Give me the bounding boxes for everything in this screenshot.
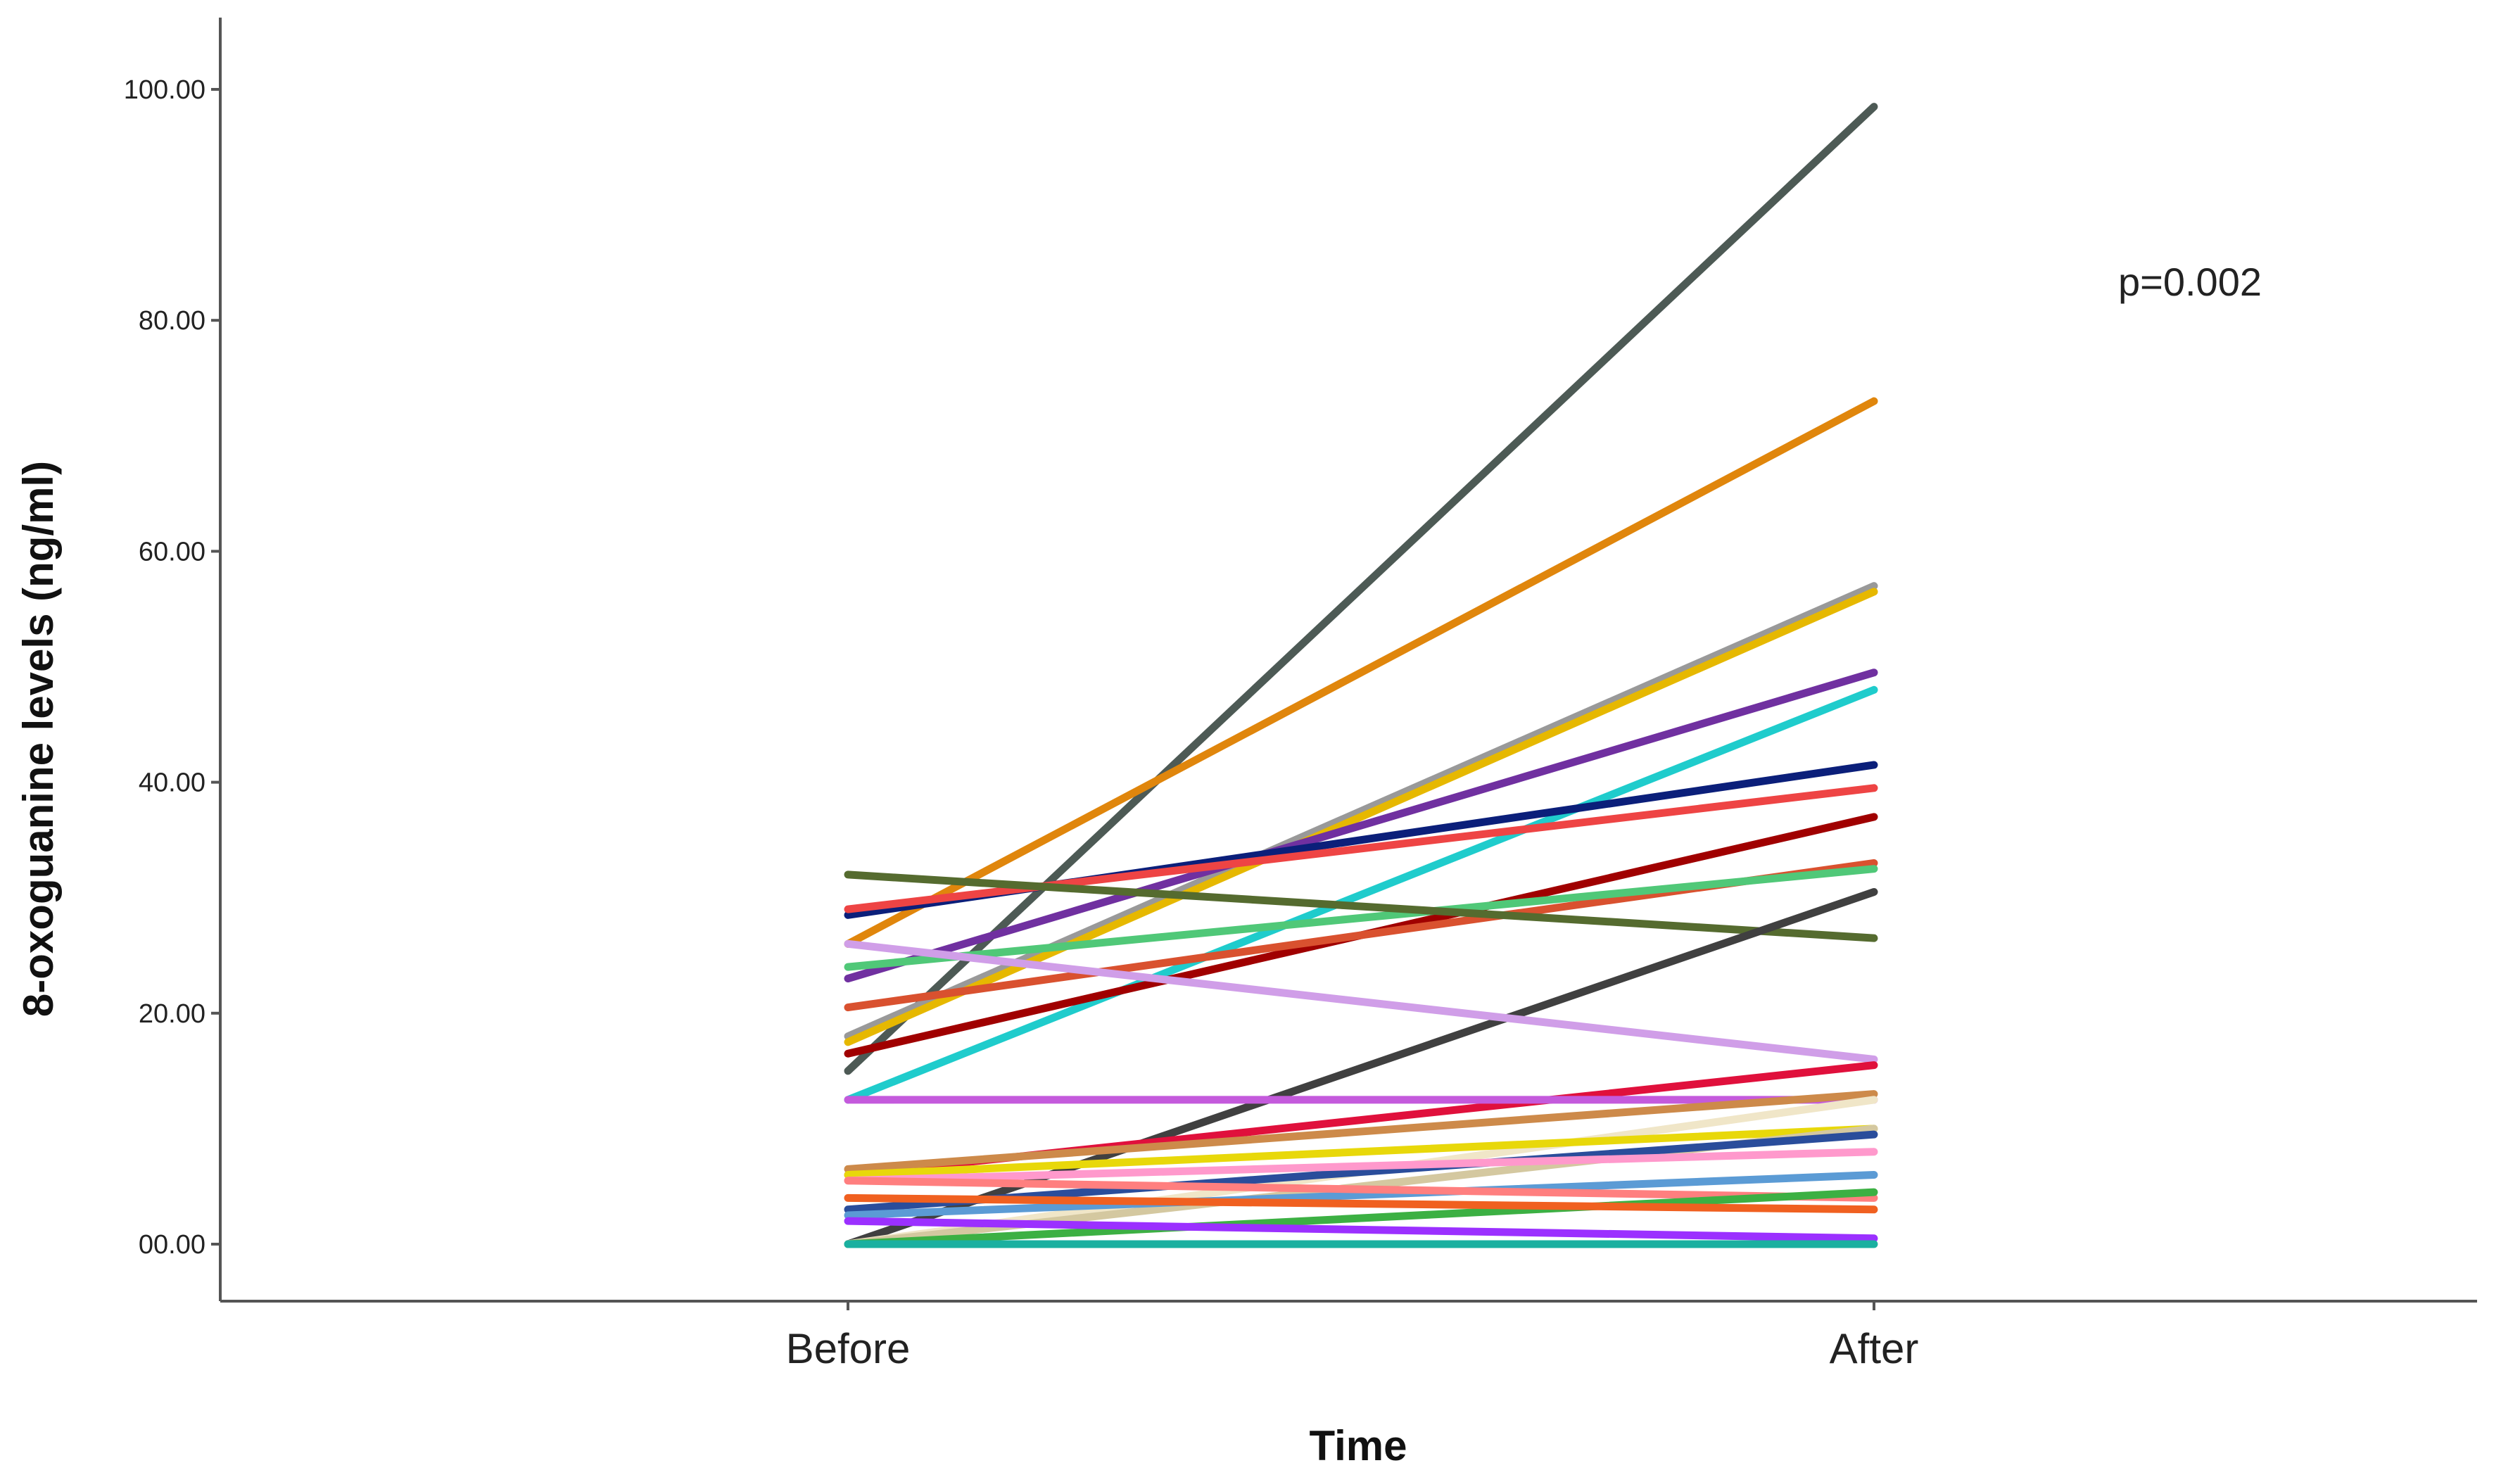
series-layer: [844, 103, 1878, 1248]
series-line-17: [844, 1090, 1878, 1173]
x-tick-label-before: Before: [786, 1325, 911, 1372]
series-line-22: [844, 1148, 1878, 1185]
y-axis-title: 8-oxoguanine levels (ng/ml): [15, 461, 62, 1017]
series-line-1: [844, 103, 1878, 1075]
axes: [219, 18, 2477, 1303]
x-axis-title: Time: [1310, 1422, 1407, 1469]
x-ticks: Before After: [786, 1301, 1919, 1372]
series-line-23: [844, 1171, 1878, 1220]
series-line-25: [844, 1188, 1878, 1248]
series-line-26: [844, 1193, 1878, 1214]
y-tick-label: 40.00: [139, 768, 205, 798]
series-line-14: [844, 939, 1878, 1063]
y-ticks: 00.00 20.00 40.00 60.00 80.00 100.00: [124, 75, 220, 1260]
series-line-12: [844, 870, 1878, 942]
series-line-5: [844, 669, 1878, 983]
y-tick-label: 80.00: [139, 306, 205, 336]
x-tick-label-after: After: [1830, 1325, 1919, 1372]
series-line-24: [844, 1177, 1878, 1202]
y-tick-label: 20.00: [139, 999, 205, 1029]
series-line-27: [844, 1217, 1878, 1243]
series-line-19: [844, 1125, 1878, 1179]
y-tick-label: 60.00: [139, 537, 205, 566]
p-value-annotation: p=0.002: [2118, 260, 2262, 304]
series-line-2: [844, 397, 1878, 948]
y-tick-label: 100.00: [124, 75, 205, 105]
series-line-11: [844, 865, 1878, 971]
series-line-6: [844, 685, 1878, 1104]
series-line-4: [844, 588, 1878, 1046]
y-tick-label: 00.00: [139, 1230, 205, 1260]
series-line-3: [844, 582, 1878, 1041]
